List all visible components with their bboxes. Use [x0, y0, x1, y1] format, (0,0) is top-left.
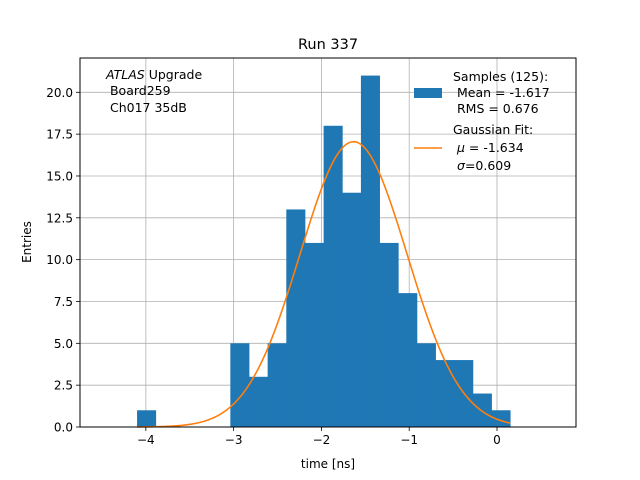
histogram-bar — [379, 242, 399, 427]
legend-fit-sigma-symbol: σ — [457, 158, 466, 173]
y-tick-label: 10.0 — [46, 253, 73, 267]
histogram-bar — [137, 410, 157, 427]
histogram-bar — [342, 192, 362, 427]
y-tick-label: 20.0 — [46, 86, 73, 100]
histogram-bars — [137, 75, 511, 428]
legend-samples-title: Samples (125): — [453, 69, 548, 84]
legend-fit-mu-value: = -1.634 — [465, 140, 524, 155]
y-tick-label: 7.5 — [54, 295, 73, 309]
y-tick-label: 0.0 — [54, 421, 73, 435]
y-tick-label: 5.0 — [54, 337, 73, 351]
legend-samples-rms: RMS = 0.676 — [453, 101, 539, 116]
y-axis-ticks: 0.0 2.5 5.0 7.5 10.0 12.5 15.0 17.5 20.0 — [46, 86, 80, 435]
legend-samples-swatch — [414, 88, 442, 98]
annotation-upgrade: Upgrade — [145, 67, 203, 82]
legend-samples-mean: Mean = -1.617 — [453, 85, 550, 100]
x-tick-label: −1 — [400, 433, 418, 447]
svg-text:σ=0.609: σ=0.609 — [457, 158, 511, 173]
svg-text:μ = -1.634: μ = -1.634 — [456, 140, 524, 155]
x-axis-ticks: −4 −3 −2 −1 0 — [137, 427, 501, 447]
x-tick-label: −2 — [313, 433, 331, 447]
annotation-atlas: ATLAS — [105, 67, 145, 82]
histogram-bar — [267, 343, 287, 427]
histogram-bar — [323, 125, 343, 427]
y-tick-label: 2.5 — [54, 379, 73, 393]
legend-fit-sigma-value: =0.609 — [465, 158, 511, 173]
histogram-bar — [472, 393, 492, 427]
chart-title: Run 337 — [298, 37, 358, 53]
annotation-text: ATLAS Upgrade Board259 Ch017 35dB — [105, 67, 202, 115]
histogram-bar — [286, 209, 306, 427]
y-tick-label: 15.0 — [46, 169, 73, 183]
histogram-bar — [398, 293, 418, 427]
legend: Samples (125): Mean = -1.617 RMS = 0.676… — [414, 69, 550, 173]
legend-fit-title: Gaussian Fit: — [453, 122, 533, 137]
x-axis-label: time [ns] — [301, 457, 355, 471]
legend-fit-mu-symbol: μ — [456, 140, 465, 155]
histogram-bar — [230, 343, 250, 427]
x-tick-label: 0 — [493, 433, 501, 447]
gaussian-fit-line — [137, 140, 511, 428]
histogram-bar — [435, 360, 455, 427]
plot-frame — [79, 57, 577, 428]
histogram-bar — [304, 242, 325, 427]
x-tick-label: −4 — [137, 433, 155, 447]
y-tick-label: 12.5 — [46, 211, 73, 225]
gaussian-fit — [137, 140, 511, 428]
histogram-bar — [416, 343, 436, 427]
svg-text:ATLAS Upgrade: ATLAS Upgrade — [105, 67, 202, 82]
y-axis-label: Entries — [20, 221, 34, 263]
annotation-board: Board259 — [106, 83, 171, 98]
histogram-bar — [248, 376, 269, 427]
x-tick-label: −3 — [225, 433, 243, 447]
histogram-bar — [360, 75, 380, 428]
annotation-channel: Ch017 35dB — [106, 100, 187, 115]
y-tick-label: 17.5 — [46, 128, 73, 142]
